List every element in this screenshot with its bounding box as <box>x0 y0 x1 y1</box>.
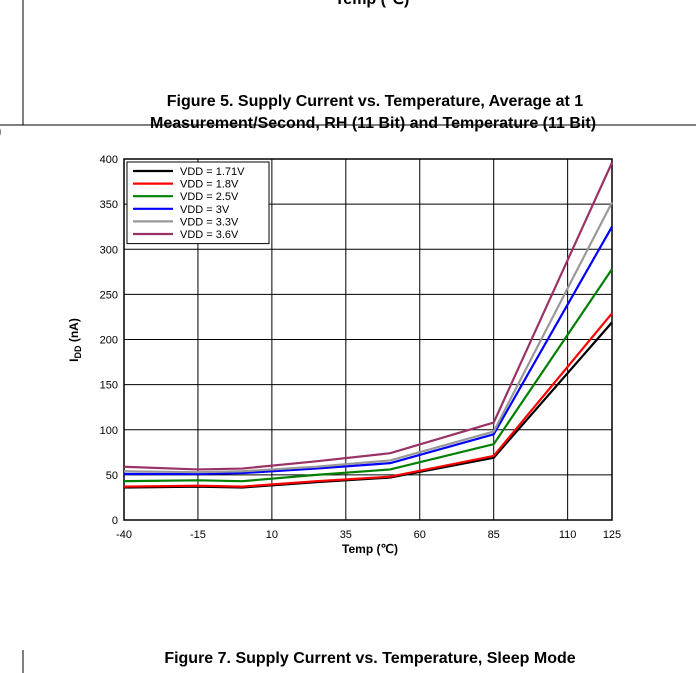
series-line <box>123 268 613 483</box>
y-tick-label: 350 <box>100 199 118 211</box>
x-tick-label: -15 <box>190 529 206 541</box>
y-tick-label: 300 <box>100 244 118 256</box>
x-tick-label: 35 <box>340 529 352 541</box>
legend-label: VDD = 3.6V <box>180 229 239 241</box>
legend-label: VDD = 3.3V <box>180 216 239 228</box>
legend-label: VDD = 2.5V <box>180 191 239 203</box>
legend-label: VDD = 1.71V <box>180 166 245 178</box>
caption: Figure 7. Supply Current vs. Temperature… <box>164 650 575 667</box>
caption: Measurement/Second, RH (11 Bit) and Temp… <box>150 115 596 132</box>
y-axis-label: IDD (nA) <box>67 318 83 362</box>
x-tick-label: 60 <box>414 529 426 541</box>
x-tick-label: 85 <box>488 529 500 541</box>
cut-text: Temp (℃) <box>335 0 410 8</box>
y-tick-label: 0 <box>112 515 118 527</box>
y-tick-label: 400 <box>100 154 118 166</box>
cut-text: ) <box>0 123 1 140</box>
x-tick-label: 110 <box>559 529 577 541</box>
x-tick-label: 125 <box>603 529 621 541</box>
plot-frame <box>123 158 613 521</box>
y-tick-label: 100 <box>100 425 118 437</box>
y-tick-label: 200 <box>100 335 118 347</box>
x-tick-label: -40 <box>116 529 132 541</box>
y-axis-label-sub: DD <box>73 345 83 358</box>
series-line <box>124 226 613 476</box>
y-axis-label-main: I <box>67 358 81 361</box>
series-line <box>123 312 613 488</box>
y-tick-label: 50 <box>106 470 118 482</box>
y-tick-label: 150 <box>100 380 118 392</box>
series-line <box>123 201 613 474</box>
x-tick-label: 10 <box>266 529 278 541</box>
series-line <box>123 162 614 471</box>
x-axis-label: Temp (℃) <box>342 542 398 556</box>
legend-box <box>126 161 270 245</box>
legend-label: VDD = 1.8V <box>180 179 239 191</box>
legend-label: VDD = 3V <box>180 204 230 216</box>
caption: Figure 5. Supply Current vs. Temperature… <box>167 93 584 110</box>
y-axis-label-unit: (nA) <box>67 318 81 345</box>
y-tick-label: 250 <box>100 289 118 301</box>
